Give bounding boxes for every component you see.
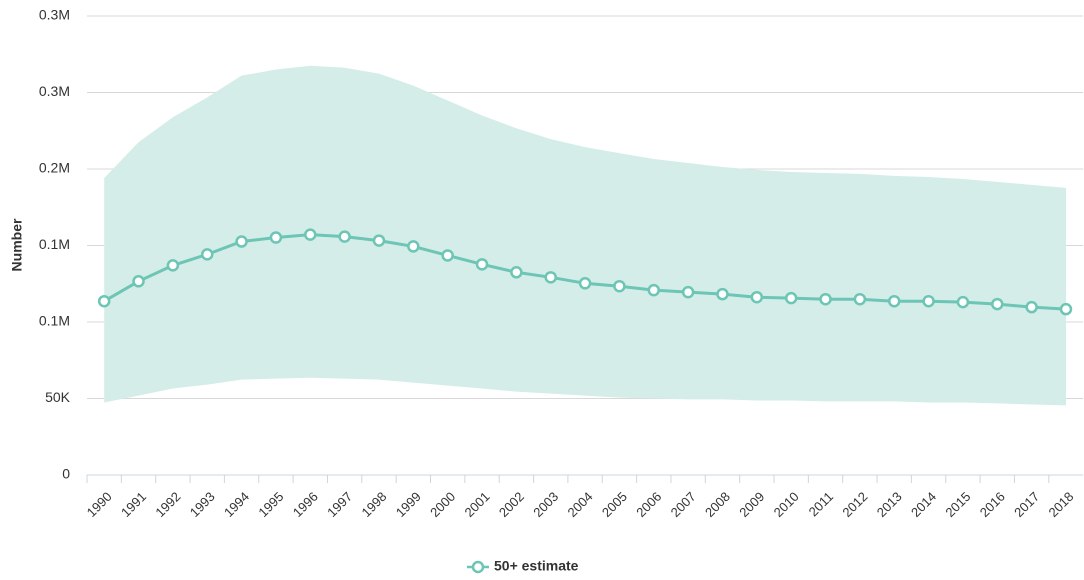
point bbox=[269, 231, 283, 244]
x-tick-label: 1997 bbox=[324, 489, 355, 520]
point bbox=[132, 275, 145, 288]
x-tick-label: 2007 bbox=[668, 489, 699, 520]
point bbox=[578, 277, 592, 290]
point bbox=[784, 291, 798, 305]
x-tick-label: 2001 bbox=[462, 489, 493, 520]
point bbox=[407, 240, 420, 253]
x-tick-label: 2011 bbox=[806, 489, 836, 519]
x-tick-label: 1994 bbox=[221, 489, 252, 520]
point bbox=[922, 294, 935, 308]
x-tick-label: 2002 bbox=[496, 489, 527, 520]
x-tick-label: 1990 bbox=[84, 489, 115, 520]
point bbox=[304, 228, 317, 241]
x-tick-label: 1998 bbox=[358, 489, 389, 520]
range-band bbox=[104, 65, 1066, 406]
y-tick-label: 0 bbox=[62, 466, 70, 482]
y-tick-label: 0.3M bbox=[39, 7, 70, 23]
point bbox=[956, 295, 970, 309]
point bbox=[819, 292, 832, 306]
point bbox=[853, 292, 867, 306]
y-tick-label: 0.3M bbox=[39, 83, 70, 99]
point bbox=[716, 287, 729, 301]
x-tick-label: 2013 bbox=[874, 489, 905, 520]
y-tick-label: 50K bbox=[45, 389, 71, 405]
x-tick-label: 1992 bbox=[152, 489, 183, 520]
y-tick-label: 0.2M bbox=[39, 160, 70, 176]
x-tick-label: 2016 bbox=[977, 489, 1008, 520]
x-tick-label: 2014 bbox=[908, 489, 939, 520]
x-tick-label: 1993 bbox=[187, 489, 218, 520]
point bbox=[750, 290, 764, 304]
point bbox=[681, 285, 695, 299]
point bbox=[887, 294, 901, 308]
legend-label: 50+ estimate bbox=[494, 558, 579, 574]
x-tick-label: 2017 bbox=[1011, 489, 1042, 520]
legend-marker bbox=[471, 560, 485, 574]
point bbox=[200, 248, 214, 261]
x-tick-label: 2004 bbox=[565, 489, 596, 520]
point bbox=[991, 297, 1004, 311]
point bbox=[475, 258, 489, 271]
x-tick-label: 1996 bbox=[290, 489, 321, 520]
x-tick-label: 2018 bbox=[1045, 489, 1076, 520]
point bbox=[1059, 302, 1073, 316]
x-tick-label: 2015 bbox=[942, 489, 973, 520]
point bbox=[1025, 300, 1038, 314]
point bbox=[235, 235, 248, 248]
point bbox=[510, 266, 523, 279]
x-tick-label: 2005 bbox=[599, 489, 630, 520]
point bbox=[647, 283, 661, 297]
x-tick-label: 2012 bbox=[839, 489, 870, 520]
y-tick-label: 0.1M bbox=[39, 236, 70, 252]
x-tick-label: 2009 bbox=[736, 489, 767, 520]
point bbox=[441, 249, 454, 262]
y-axis-title: Number bbox=[9, 218, 25, 271]
point bbox=[97, 294, 111, 308]
x-tick-label: 2003 bbox=[530, 489, 561, 520]
x-tick-label: 2000 bbox=[427, 489, 458, 520]
y-tick-label: 0.1M bbox=[39, 313, 70, 329]
x-tick-label: 2006 bbox=[633, 489, 664, 520]
x-tick-label: 2008 bbox=[702, 489, 733, 520]
point bbox=[613, 279, 626, 293]
x-tick-label: 1991 bbox=[118, 489, 149, 520]
x-tick-label: 1999 bbox=[393, 489, 424, 520]
x-tick-label: 2010 bbox=[771, 489, 802, 520]
point bbox=[372, 234, 386, 247]
x-tick-label: 1995 bbox=[255, 489, 286, 520]
point bbox=[338, 230, 351, 243]
point bbox=[166, 259, 180, 272]
point bbox=[544, 271, 557, 284]
